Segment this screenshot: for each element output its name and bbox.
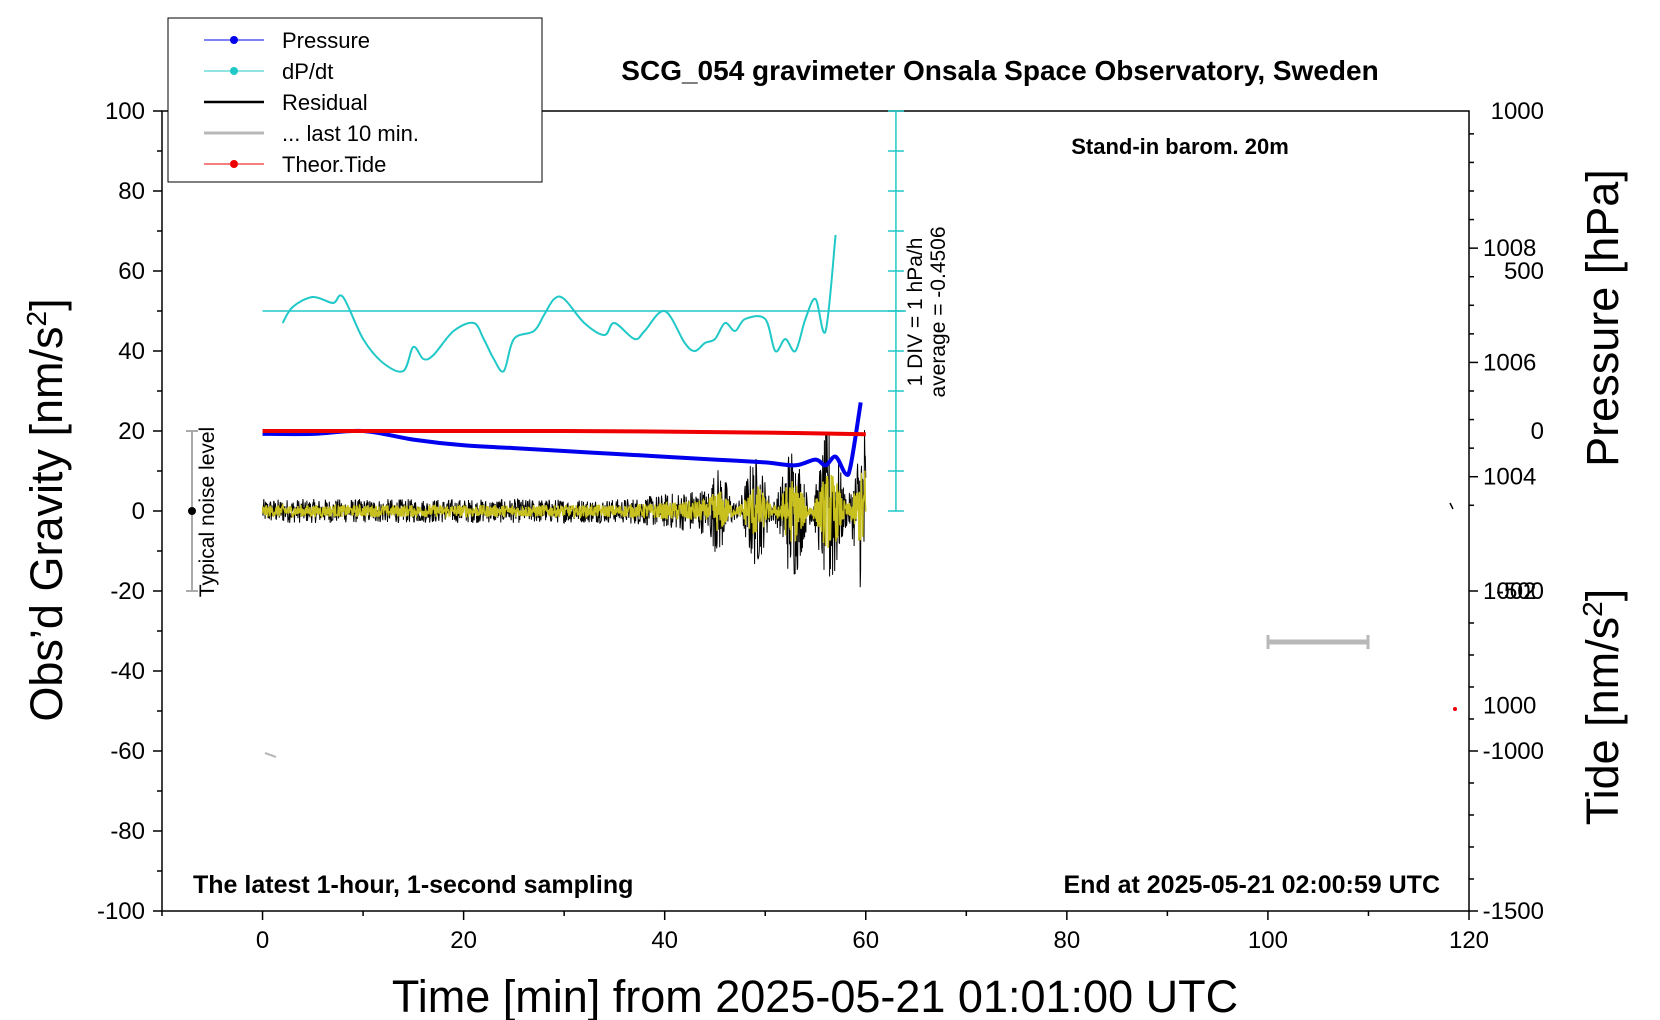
x-tick-label: 0 (256, 927, 269, 954)
x-tick-label: 60 (852, 927, 879, 954)
red-end-dot (1453, 707, 1457, 711)
x-tick-label: 120 (1449, 927, 1489, 954)
x-tick-label: 80 (1053, 927, 1080, 954)
y-axis-pressure: 1000 1002 1004 1006 1008 (1469, 133, 1536, 719)
x-axis-label: Time [min] from 2025-05-21 01:01:00 UTC (392, 971, 1238, 1020)
y-tick-label: 40 (118, 338, 145, 365)
legend-marker (230, 160, 238, 168)
y-tick-label: 0 (132, 498, 145, 525)
y-axis-label-pressure: Pressure [hPa] (1577, 169, 1628, 467)
y-axis-label-tide: Tide [nm/s2] (1577, 589, 1628, 825)
y-axis-gravity: -100 -80 -60 -40 -20 0 20 40 60 80 100 (97, 98, 162, 925)
dpdt-line (281, 234, 837, 373)
tide-tick-label: 500 (1504, 258, 1544, 285)
y-tick-label: -100 (97, 898, 145, 925)
barometer-annotation: Stand-in barom. 20m (1071, 134, 1289, 159)
dpdt-average-label: average = -0.4506 (927, 226, 950, 397)
chart-title: SCG_054 gravimeter Onsala Space Observat… (621, 55, 1378, 86)
legend-label: ... last 10 min. (282, 121, 419, 146)
y-tick-label: -60 (110, 738, 145, 765)
series-pressure (262, 402, 863, 477)
y-tick-label: -80 (110, 818, 145, 845)
series-last-10-min (261, 470, 867, 548)
black-end-tick (1449, 502, 1454, 510)
y-axis-label-gravity: Obs’d Gravity [nm/s2] (21, 298, 72, 721)
tide-tick-label: 0 (1531, 418, 1544, 445)
legend: Pressure dP/dt Residual ... last 10 min. The… (167, 17, 543, 183)
last-10-min-line (261, 470, 867, 548)
y-tick-label: 80 (118, 178, 145, 205)
y-tick-label: -40 (110, 658, 145, 685)
y-tick-label: 60 (118, 258, 145, 285)
tide-tick-label: -1500 (1483, 898, 1544, 925)
legend-box (167, 17, 543, 183)
legend-label: Pressure (282, 28, 370, 53)
legend-label: Residual (282, 90, 368, 115)
tide-tick-label: -1000 (1483, 738, 1544, 765)
pressure-line (262, 402, 863, 477)
pressure-tick-label: 1000 (1483, 692, 1536, 719)
period-annotation: The latest 1-hour, 1-second sampling (193, 871, 633, 899)
legend-label: Theor.Tide (282, 152, 386, 177)
x-tick-label: 100 (1248, 927, 1288, 954)
legend-marker (230, 67, 238, 75)
pressure-tick-label: 1002 (1483, 578, 1536, 605)
y-tick-label: 20 (118, 418, 145, 445)
series-theor-tide (262, 428, 866, 437)
pressure-tick-label: 1008 (1483, 235, 1536, 262)
dpdt-div-label: 1 DIV = 1 hPa/h (904, 238, 927, 387)
noise-level-label: Typical noise level (196, 427, 219, 597)
pressure-tick-label: 1004 (1483, 464, 1536, 491)
dpdt-scale-bar (262, 110, 906, 512)
legend-label: dP/dt (282, 59, 333, 84)
noise-level-indicator (186, 430, 198, 592)
tide-tick-label: -500 (1496, 578, 1544, 605)
y-tick-label: 100 (105, 98, 145, 125)
pressure-tick-label: 1006 (1483, 349, 1536, 376)
x-tick-label: 40 (651, 927, 678, 954)
y-tick-label: -20 (110, 578, 145, 605)
x-tick-label: 20 (450, 927, 477, 954)
legend-marker (230, 36, 238, 44)
gray-start-tick (264, 752, 277, 758)
y-axis-tide: -1500 -1000 -500 0 500 1000 (1469, 98, 1544, 925)
end-annotation: End at 2025-05-21 02:00:59 UTC (1063, 871, 1440, 899)
series-dpdt (281, 234, 837, 373)
x-axis: 0 20 40 60 80 100 120 (161, 911, 1489, 954)
tide-line (262, 428, 866, 437)
tide-tick-label: 1000 (1491, 98, 1544, 125)
